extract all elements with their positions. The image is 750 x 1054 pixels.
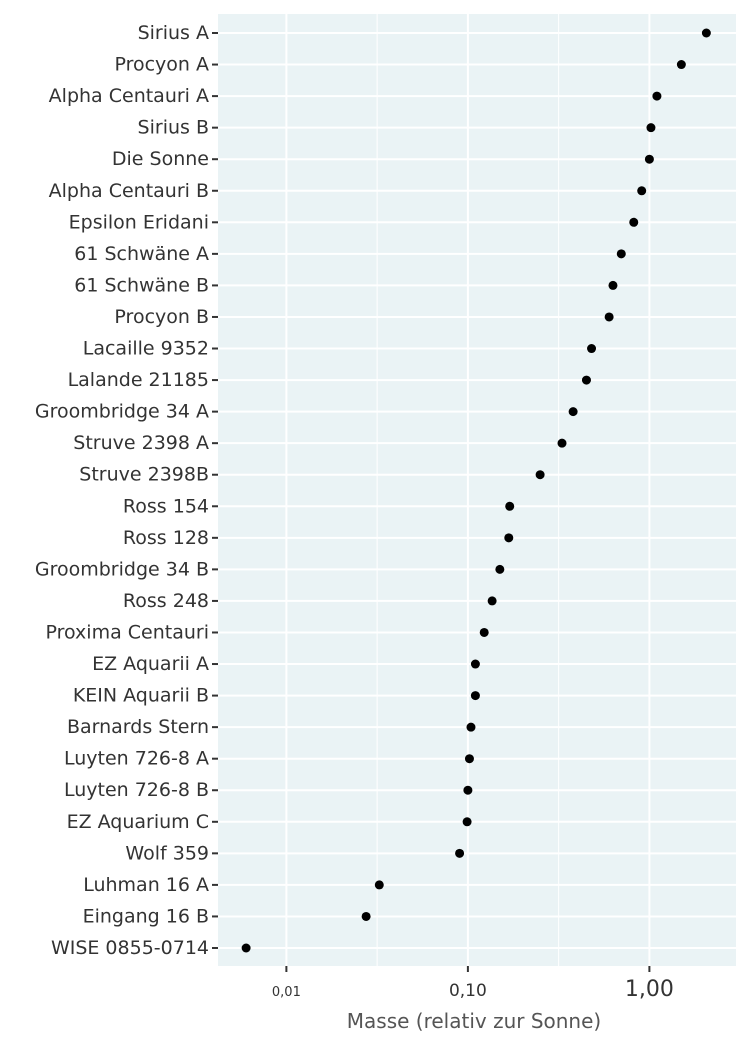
data-point: [495, 564, 505, 574]
y-tick-label: Die Sonne: [112, 148, 209, 170]
y-tick-label: Struve 2398B: [79, 464, 209, 486]
y-tick-label: Ross 128: [123, 527, 209, 549]
y-tick-label: Luyten 726-8 B: [64, 779, 209, 801]
axes: 0,01 0,10 1,00 Sirius A Procyon A Alpha Centa…: [35, 22, 674, 1002]
data-point: [581, 375, 591, 385]
data-point: [361, 911, 371, 921]
y-tick-label: Barnards Stern: [67, 716, 209, 738]
x-tick-label: 0,01: [272, 985, 301, 1000]
data-point: [470, 691, 480, 701]
data-point: [608, 280, 618, 290]
data-point: [616, 249, 626, 259]
data-point: [241, 943, 251, 953]
x-axis-title: Masse (relativ zur Sonne): [347, 1009, 601, 1033]
y-tick-label: Luhman 16 A: [83, 874, 209, 896]
y-tick-label: EZ Aquarium C: [67, 811, 209, 833]
y-tick-label: Alpha Centauri B: [49, 180, 209, 202]
data-point: [535, 470, 545, 480]
y-tick-label: WISE 0855-0714: [51, 937, 209, 959]
y-tick-label: Ross 248: [123, 590, 209, 612]
data-point: [557, 438, 567, 448]
y-tick-label: Sirius A: [138, 22, 209, 44]
x-tick-label: 0,10: [449, 981, 487, 1001]
y-tick-label: EZ Aquarii A: [92, 653, 209, 675]
y-tick-label: Struve 2398 A: [73, 432, 209, 454]
data-point: [629, 217, 639, 227]
data-point: [646, 123, 656, 133]
y-tick-label: Procyon A: [114, 54, 209, 76]
data-point: [644, 154, 654, 164]
data-point: [652, 91, 662, 101]
data-point: [455, 848, 465, 858]
y-tick-label: 61 Schwäne A: [74, 243, 209, 265]
y-tick-label: Ross 154: [123, 495, 209, 517]
plot-panel: [218, 14, 736, 966]
y-tick-label: Alpha Centauri A: [49, 85, 209, 107]
data-point: [505, 501, 515, 511]
x-tick-label: 1,00: [625, 977, 674, 1002]
y-tick-label: 61 Schwäne B: [74, 274, 209, 296]
data-point: [479, 627, 489, 637]
data-point: [701, 28, 711, 38]
data-point: [466, 722, 476, 732]
data-point: [637, 186, 647, 196]
y-tick-label: Wolf 359: [125, 842, 209, 864]
y-tick-label: Lacaille 9352: [83, 338, 209, 360]
data-point: [487, 596, 497, 606]
y-tick-label: Sirius B: [138, 117, 209, 139]
gridlines: [218, 14, 736, 966]
y-tick-label: Lalande 21185: [68, 369, 209, 391]
y-tick-label: Groombridge 34 A: [35, 401, 209, 423]
data-point: [464, 754, 474, 764]
y-tick-label: Epsilon Eridani: [69, 211, 209, 233]
data-point: [463, 785, 473, 795]
y-tick-label: Eingang 16 B: [83, 905, 209, 927]
data-point: [470, 659, 480, 669]
data-point: [587, 344, 597, 354]
y-tick-label: Groombridge 34 B: [35, 558, 209, 580]
data-points: [241, 28, 711, 953]
y-tick-label: KEIN Aquarii B: [73, 685, 209, 707]
data-point: [676, 60, 686, 70]
data-point: [568, 407, 578, 417]
y-tick-label: Proxima Centauri: [46, 621, 210, 643]
data-point: [504, 533, 514, 543]
y-tick-label: Luyten 726-8 A: [64, 748, 209, 770]
data-point: [374, 880, 384, 890]
y-tick-label: Procyon B: [114, 306, 209, 328]
data-point: [462, 817, 472, 827]
data-point: [604, 312, 614, 322]
